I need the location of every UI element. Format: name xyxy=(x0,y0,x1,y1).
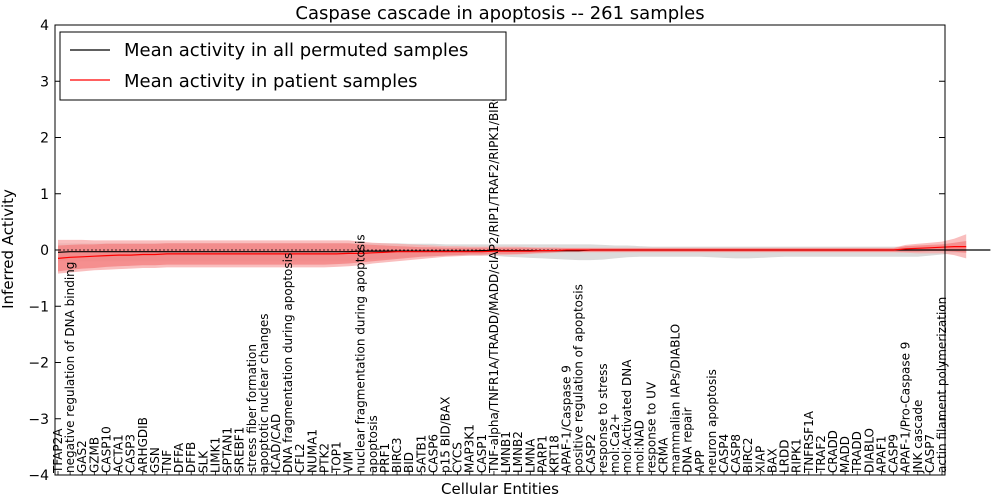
x-tick-label: neuron apoptosis xyxy=(705,369,719,473)
x-tick-label: SLK xyxy=(196,450,210,473)
x-tick-label: TOP1 xyxy=(330,441,344,474)
x-tick-label: nuclear fragmentation during apoptosis xyxy=(354,234,368,473)
x-tick-label: DFFB xyxy=(184,442,198,473)
x-tick-label: CASP10 xyxy=(99,426,113,473)
x-tick-label: positive regulation of apoptosis xyxy=(572,284,586,473)
x-tick-label: CASP6 xyxy=(426,434,440,473)
series-line-patient xyxy=(57,246,967,259)
x-tick-label: APAF1 xyxy=(875,436,889,473)
x-tick-label: GZMB xyxy=(87,437,101,473)
x-tick-label: stress fiber formation xyxy=(245,344,259,473)
x-tick-label: CFL2 xyxy=(293,443,307,473)
x-tick-label: p15 BID/BAX xyxy=(439,397,453,473)
x-tick-label: RIPK1 xyxy=(790,438,804,473)
x-tick-label: BIRC2 xyxy=(741,437,755,473)
x-tick-label: CASP3 xyxy=(124,434,138,473)
legend: Mean activity in all permuted samples Me… xyxy=(59,31,507,101)
x-tick-label: TFAP2A xyxy=(51,428,65,474)
x-tick-label: response to UV xyxy=(644,381,658,473)
x-tick-label: response to stress xyxy=(596,363,610,473)
x-tick-label: GSN xyxy=(148,447,162,473)
x-tick-label: TNF-alpha/TNFR1A/TRADD/MADD/cIAP2/RIP1/T… xyxy=(487,40,501,474)
y-tick-label: 4 xyxy=(40,18,49,34)
x-tick-label: KRT18 xyxy=(548,435,562,473)
x-tick-label: DNA repair xyxy=(681,407,695,473)
chart-title: Caspase cascade in apoptosis -- 261 samp… xyxy=(295,3,704,24)
x-tick-label: CASP4 xyxy=(717,434,731,473)
y-tick-label: −1 xyxy=(28,299,49,315)
x-tick-label: PRF1 xyxy=(378,443,392,473)
x-tick-label: ACTA1 xyxy=(112,434,126,473)
y-tick-label: −3 xyxy=(28,412,49,428)
x-tick-label: mammalian IAPs/DIABLO xyxy=(669,324,683,473)
y-axis-label: Inferred Activity xyxy=(0,189,17,309)
x-tick-label: ARHGDIB xyxy=(136,417,150,473)
y-tick-label: −2 xyxy=(28,356,49,372)
x-tick-label: DIABLO xyxy=(862,428,876,473)
x-tick-label: CASP1 xyxy=(475,434,489,473)
x-tick-label: mol:Ca2+ xyxy=(608,413,622,473)
x-tick-label: MADD xyxy=(838,436,852,473)
x-tick-label: TRADD xyxy=(850,431,864,474)
x-tick-label: CRADD xyxy=(826,430,840,473)
y-tick-label: 2 xyxy=(40,131,49,147)
x-tick-label: mol:NAD xyxy=(632,420,646,473)
x-tick-label: LMNA xyxy=(523,438,537,473)
y-tick-label: −4 xyxy=(28,468,49,484)
x-tick-label: apoptosis xyxy=(366,415,380,473)
legend-label-patient: Mean activity in patient samples xyxy=(124,71,418,92)
x-tick-label: GAS2 xyxy=(75,440,89,473)
x-tick-label: PARP1 xyxy=(535,435,549,473)
x-tick-label: TRAF2 xyxy=(814,435,828,474)
x-tick-label: APAF-1/Caspase 9 xyxy=(560,365,574,473)
x-tick-label: TNFRSF1A xyxy=(802,410,816,474)
x-tick-label: XIAP xyxy=(753,446,767,473)
x-tick-label: BIRC3 xyxy=(390,437,404,473)
x-tick-label: CASP2 xyxy=(584,434,598,473)
x-tick-label: ICAD/CAD xyxy=(269,414,283,473)
y-tick-label: 3 xyxy=(40,74,49,90)
x-tick-label: actin filament polymerization xyxy=(935,297,949,473)
x-tick-label: PTK2 xyxy=(317,443,331,473)
x-tick-label: APAF-1/Pro-Caspase 9 xyxy=(899,342,913,473)
x-tick-label: CRMA xyxy=(657,437,671,473)
x-tick-label: LMNB2 xyxy=(511,431,525,473)
legend-box xyxy=(59,31,507,101)
x-tick-label: MAP3K1 xyxy=(463,424,477,473)
x-tick-label: NUMA1 xyxy=(305,429,319,473)
patient-inner-band xyxy=(58,241,967,272)
x-tick-label: VIM xyxy=(342,451,356,473)
x-tick-label: SATB1 xyxy=(414,435,428,473)
x-tick-label: apoptotic nuclear changes xyxy=(257,314,271,473)
x-tick-label: SREBF1 xyxy=(233,427,247,473)
x-axis-label: Cellular Entities xyxy=(441,480,559,498)
x-tick-label: CYCS xyxy=(451,442,465,473)
x-tick-label: BAX xyxy=(766,448,780,473)
x-tick-label: LRDD xyxy=(778,439,792,473)
x-tick-label: JNK cascade xyxy=(911,400,925,474)
x-tick-label: negative regulation of DNA binding xyxy=(63,262,77,473)
x-tick-label: mol:Activated DNA xyxy=(620,359,634,473)
x-tick-label: CASP9 xyxy=(887,434,901,473)
y-tick-label: 0 xyxy=(40,243,49,259)
y-tick-label: 1 xyxy=(40,187,49,203)
x-tick-label: APP xyxy=(693,450,707,473)
legend-label-permuted: Mean activity in all permuted samples xyxy=(124,40,468,61)
x-tick-label: DFFA xyxy=(172,442,186,473)
x-tick-label: BID xyxy=(402,452,416,473)
x-tick-label: LIMK1 xyxy=(208,437,222,473)
x-tick-label: TNF xyxy=(160,450,174,474)
x-tick-label: CASP7 xyxy=(923,434,937,473)
x-tick-label: CASP8 xyxy=(729,434,743,473)
x-tick-label: LMNB1 xyxy=(499,431,513,473)
x-tick-label: DNA fragmentation during apoptosis xyxy=(281,253,295,473)
x-tick-label: SPTAN1 xyxy=(221,427,235,473)
